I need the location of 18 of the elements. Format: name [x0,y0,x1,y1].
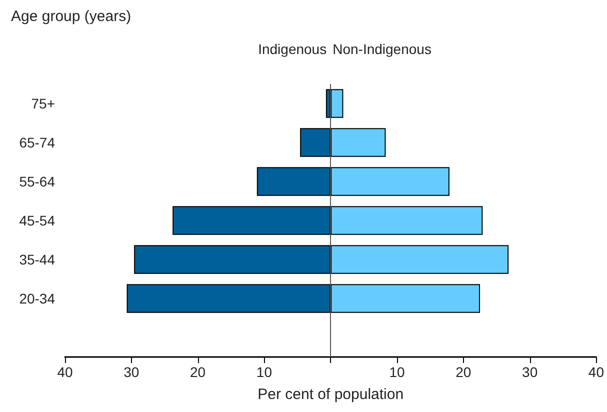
x-tick-label: 40 [57,364,73,380]
x-tick-label: 10 [389,364,406,380]
text: Indigenous [258,41,327,57]
y-tick-label: 45-54 [19,212,56,228]
y-tick-label: 55-64 [19,174,56,190]
y-tick-label: 35-44 [19,252,56,268]
x-tick-label: 10 [256,364,272,380]
x-tick-label: 30 [124,364,140,380]
x-tick-label: 30 [522,364,538,380]
x-tick-label: 20 [456,364,472,380]
y-axis-title: Age group (years) [11,8,132,25]
y-tick-label: 75+ [31,96,55,112]
x-tick-label: 40 [588,364,604,380]
y-tick-label: 65-74 [19,134,56,150]
y-tick-label: 20-34 [19,290,56,306]
x-tick-label: 20 [190,364,206,380]
text: Non-Indigenous [332,41,432,57]
x-axis-title: Per cent of population [258,386,404,403]
